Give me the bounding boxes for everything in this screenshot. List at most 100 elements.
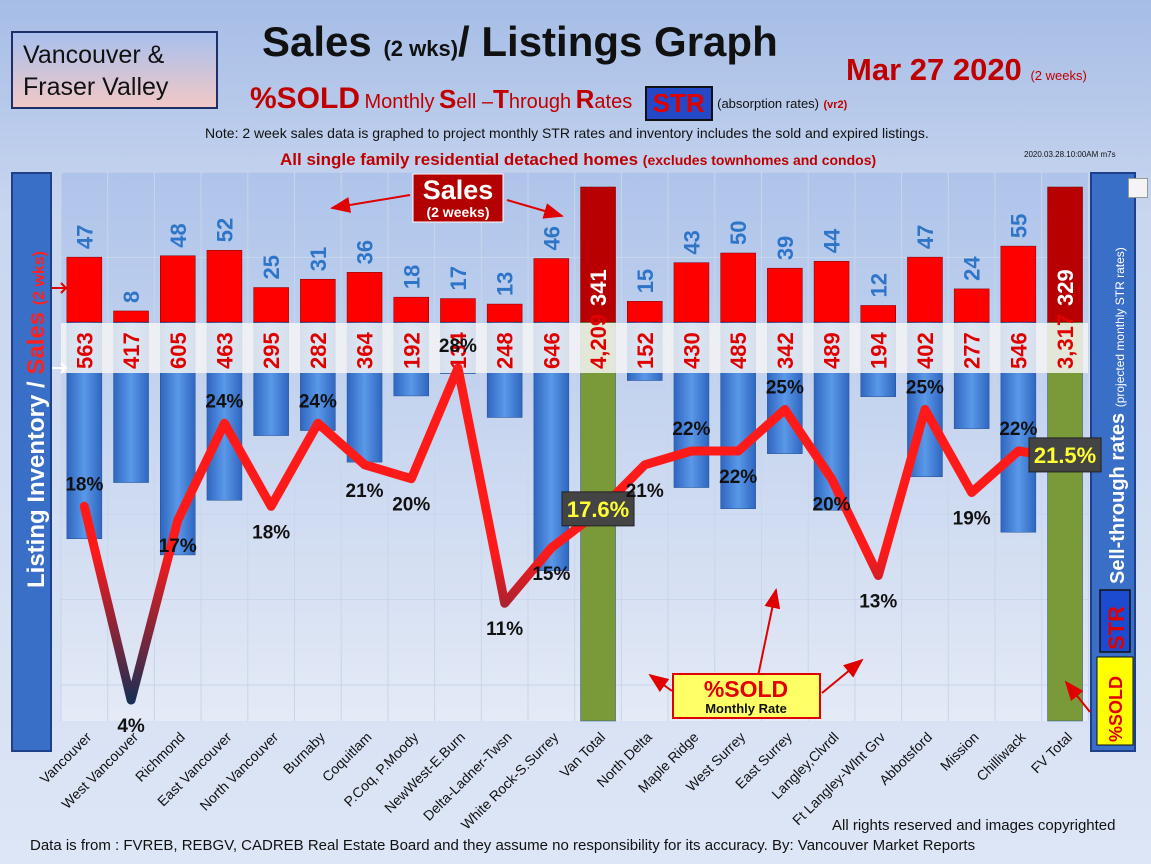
pct-label: 22%: [719, 467, 757, 488]
sales-value-label: 15: [633, 269, 658, 293]
str-badge: STR: [644, 86, 713, 122]
sales-bar: [813, 261, 850, 323]
sales-value-label: 39: [773, 236, 798, 260]
sub-pct: %SOLD: [250, 82, 361, 115]
sales-value-label: 55: [1006, 214, 1031, 238]
pct-label: 22%: [999, 419, 1037, 440]
total-pct-label: 17.6%: [567, 497, 629, 522]
sold-callout: %SOLD Monthly Rate: [648, 588, 1091, 719]
listing-value-label: 152: [633, 332, 658, 369]
sales-value-label: 31: [306, 247, 331, 271]
pct-label: 20%: [813, 495, 851, 516]
listing-value-label: 295: [259, 332, 284, 369]
category-label: Mission: [937, 729, 982, 774]
sales-value-label: 329: [1053, 269, 1078, 306]
total-pct-box: [561, 491, 635, 527]
sales-bar: [206, 249, 243, 323]
sales-bar: [627, 301, 663, 323]
listing-value-label: 463: [212, 332, 237, 369]
sales-marker-arrow: [52, 282, 68, 294]
pct-label: 25%: [906, 378, 944, 399]
sales-bar: [533, 258, 570, 323]
region-line-1: Vancouver &: [23, 41, 165, 69]
copyright-note: All rights reserved and images copyright…: [832, 817, 1116, 834]
source-note: Data is from : FVREB, REBGV, CADREB Real…: [30, 837, 976, 854]
left-axis-panel: [11, 172, 52, 752]
sales-arrow-left: [330, 194, 411, 213]
subtitle: %SOLD Monthly Sell –Through Rates STR (a…: [250, 82, 848, 122]
sales-bar: [440, 298, 476, 323]
sales-bar: [860, 305, 896, 323]
listing-value-label: 605: [166, 332, 191, 369]
sales-labels: 47 8 48 52 25 31 36 18 17 13 46 341 15 43 50 39 44 12 47 24…: [72, 214, 1078, 306]
sub-monthly: Monthly: [364, 91, 435, 113]
sales-callout: Sales (2 weeks): [330, 173, 564, 223]
sales-value-label: 341: [586, 269, 611, 306]
sub-T: T: [493, 84, 509, 114]
right-pct-box: [1096, 656, 1134, 746]
sold-arrow-3: [821, 658, 864, 694]
sales-arrow-right: [506, 199, 564, 219]
sold-callout-sub: Monthly Rate: [705, 701, 787, 716]
listing-labels: 563 417 605 463 295 282 364 192 134 248 646 4,209 15…: [72, 314, 1078, 369]
left-inventory: Listing Inventory: [23, 394, 50, 588]
sold-arrow-2: [757, 588, 781, 677]
category-label: NewWest-E.Burn: [381, 729, 468, 816]
right-sell: Sell-through rates: [1107, 413, 1129, 584]
sales-bar: [160, 255, 196, 323]
pct-label: 21%: [346, 481, 384, 502]
region-line-2: Fraser Valley: [23, 73, 169, 101]
sfd-main: All single family residential detached h…: [280, 150, 639, 169]
category-label: Burnaby: [280, 729, 328, 777]
pct-label: 18%: [65, 474, 103, 495]
pct-label: 20%: [392, 495, 430, 516]
sales-bar: [720, 252, 756, 323]
listing-value-label: 364: [353, 332, 378, 369]
sales-value-label: 8: [119, 291, 144, 303]
sub-hrough: hrough: [508, 91, 572, 113]
pct-label: 24%: [299, 391, 337, 412]
sales-bar: [953, 288, 990, 323]
title-rest: / Listings Graph: [458, 18, 778, 65]
sub-ates: ates: [594, 91, 633, 113]
right-str: STR: [1104, 606, 1129, 650]
property-type-note: All single family residential detached h…: [280, 150, 876, 170]
total-pct-box: [1028, 437, 1102, 473]
sales-bar: [486, 303, 523, 323]
title-paren: (2 wks): [383, 36, 459, 61]
listing-label-band: [61, 323, 1088, 373]
sales-bar: [253, 287, 289, 323]
sales-bar: [1047, 186, 1083, 323]
paste-options-icon[interactable]: [1128, 178, 1148, 198]
sales-value-label: 50: [726, 221, 751, 245]
listing-value-label: 485: [726, 332, 751, 369]
listing-marker-arrow: [52, 362, 68, 374]
sales-bar: [66, 256, 103, 323]
pct-label: 13%: [859, 592, 897, 613]
svg-text:Listing Inventory /: Listing Inventory / Sales (2 wks): [23, 251, 50, 588]
str-line: [79, 363, 1070, 705]
date-note: (2 weeks): [1030, 68, 1087, 83]
pct-label: 28%: [439, 336, 477, 357]
listing-value-label: 342: [773, 332, 798, 369]
listing-bar: [1047, 321, 1083, 722]
right-str-box: [1099, 589, 1131, 653]
listing-value-label: 4,209: [586, 314, 611, 369]
sales-bar: [907, 256, 943, 323]
left-2wks: (2 wks): [31, 251, 48, 305]
date-value: Mar 27 2020: [846, 52, 1022, 87]
sales-bar: [346, 272, 383, 323]
sales-bars: [66, 186, 1083, 323]
pct-label: 19%: [953, 509, 991, 530]
sales-bar: [393, 296, 429, 323]
sub-ell: ell –: [456, 91, 493, 113]
listing-value-label: 277: [960, 332, 985, 369]
svg-text:Sell-through rates (proj: Sell-through rates (projected monthly ST…: [1107, 247, 1129, 584]
sold-arrow-1: [648, 673, 673, 693]
version-note: (vr2): [823, 99, 848, 111]
sales-value-label: 52: [212, 218, 237, 242]
data-note: Note: 2 week sales data is graphed to pr…: [205, 125, 929, 141]
sales-value-label: 25: [259, 255, 284, 279]
sales-bar: [767, 267, 803, 323]
listing-value-label: 546: [1006, 332, 1031, 369]
